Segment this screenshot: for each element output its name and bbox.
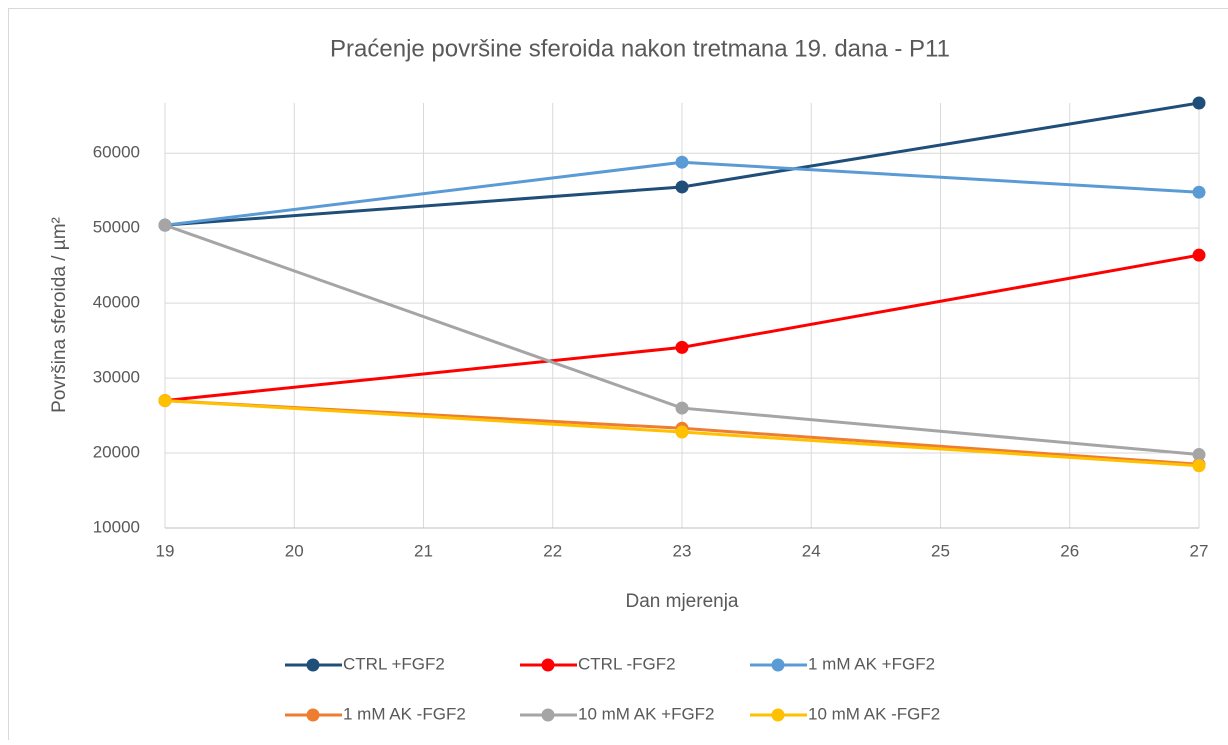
legend-label: 1 mM AK +FGF2 <box>808 654 935 673</box>
data-point <box>159 219 172 232</box>
legend-label: 1 mM AK -FGF2 <box>343 704 466 723</box>
x-tick-label: 19 <box>156 541 175 560</box>
y-tick-label: 30000 <box>93 368 140 387</box>
legend-marker <box>772 659 785 672</box>
y-tick-label: 10000 <box>93 517 140 536</box>
data-point <box>676 180 689 193</box>
data-point <box>159 394 172 407</box>
x-tick-label: 25 <box>931 541 950 560</box>
legend-label: CTRL +FGF2 <box>343 654 445 673</box>
data-point <box>1193 448 1206 461</box>
legend-marker <box>307 709 320 722</box>
x-tick-label: 20 <box>285 541 304 560</box>
data-point <box>1193 186 1206 199</box>
y-tick-label: 40000 <box>93 293 140 312</box>
data-point <box>1193 459 1206 472</box>
y-tick-label: 60000 <box>93 143 140 162</box>
y-tick-label: 20000 <box>93 443 140 462</box>
data-point <box>1193 249 1206 262</box>
x-axis-label: Dan mjerenja <box>626 591 739 612</box>
x-tick-label: 26 <box>1060 541 1079 560</box>
data-point <box>676 426 689 439</box>
chart-border <box>9 9 1228 741</box>
x-tick-label: 21 <box>414 541 433 560</box>
x-tick-label: 23 <box>673 541 692 560</box>
x-tick-label: 27 <box>1190 541 1209 560</box>
legend-marker <box>772 709 785 722</box>
data-point <box>676 402 689 415</box>
chart-title: Praćenje površine sferoida nakon tretman… <box>330 35 950 62</box>
legend-marker <box>542 659 555 672</box>
data-point <box>1193 97 1206 110</box>
y-tick-label: 50000 <box>93 218 140 237</box>
x-tick-label: 22 <box>543 541 562 560</box>
legend-label: CTRL -FGF2 <box>578 654 676 673</box>
data-point <box>676 341 689 354</box>
legend-marker <box>307 659 320 672</box>
y-axis-label: Površina sferoida / µm² <box>49 217 70 413</box>
legend-label: 10 mM AK -FGF2 <box>808 704 940 723</box>
data-point <box>676 156 689 169</box>
x-tick-label: 24 <box>802 541 821 560</box>
legend-label: 10 mM AK +FGF2 <box>578 704 715 723</box>
legend-marker <box>542 709 555 722</box>
